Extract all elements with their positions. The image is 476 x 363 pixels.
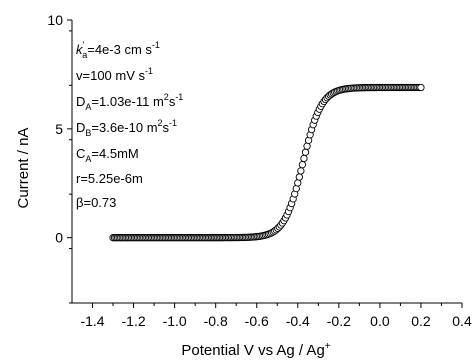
x-tick-label: 0.2	[411, 313, 431, 329]
x-tick-label: -1.2	[122, 313, 146, 329]
x-axis-title: Potential V vs Ag / Ag+	[181, 341, 330, 359]
data-point	[300, 154, 308, 163]
x-tick-label: -1.4	[80, 313, 104, 329]
x-tick-label: -0.6	[245, 313, 269, 329]
fit-line	[113, 86, 421, 239]
y-tick-label: 10	[47, 12, 63, 28]
annotation-scan-rate: v=100 mV s-1	[76, 66, 153, 83]
data-point	[294, 179, 302, 187]
x-tick-label: -1.0	[163, 313, 187, 329]
x-tick-label: -0.4	[286, 313, 310, 329]
annotation-db: DB=3.6e-10 m2s-1	[76, 118, 177, 138]
data-point	[417, 83, 425, 92]
annotation-k: k' a=4e-3 cm s-1	[76, 40, 160, 60]
annotation-ca: CA=4.5mM	[76, 146, 139, 164]
y-axis-title: Current / nA	[15, 128, 32, 209]
data-point	[295, 173, 303, 181]
plot-area: -1.4 -1.2 -1.0 -0.8 -0.6 -0.4 -0.2 0.0 0.2 0.4 0 5 1…	[47, 12, 472, 329]
annotation-da: DA=1.03e-11 m2s-1	[76, 92, 183, 112]
annotation-block: k' a=4e-3 cm s-1 v=100 mV s-1 DA=1.03e-11…	[76, 40, 183, 210]
x-tick-label: 0.4	[452, 313, 472, 329]
data-point	[297, 167, 305, 175]
y-tick-label: 5	[55, 121, 63, 137]
x-tick-label: -0.8	[204, 313, 228, 329]
data-point	[301, 148, 310, 156]
annotation-beta: β=0.73	[76, 195, 116, 210]
data-point	[303, 142, 311, 150]
y-tick-label: 0	[55, 230, 63, 246]
x-tick-label: -0.2	[327, 313, 351, 329]
x-tick-label: 0.0	[370, 313, 390, 329]
annotation-radius: r=5.25e-6m	[76, 171, 143, 186]
data-point	[298, 161, 307, 169]
